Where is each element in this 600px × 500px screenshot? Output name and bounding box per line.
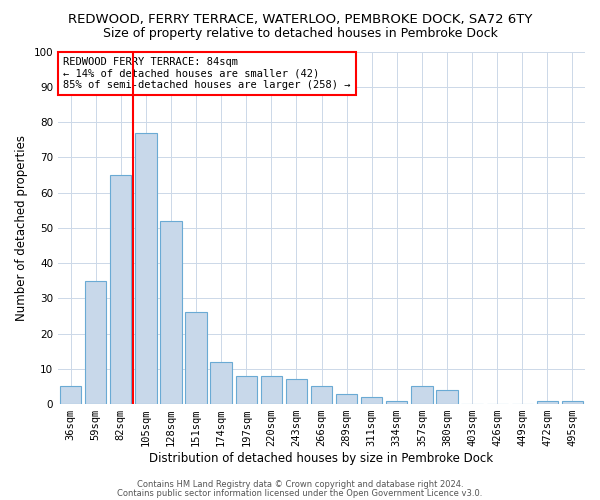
Bar [160, 220, 182, 404]
Bar [436, 390, 458, 404]
Text: Contains public sector information licensed under the Open Government Licence v3: Contains public sector information licen… [118, 488, 482, 498]
Text: REDWOOD, FERRY TERRACE, WATERLOO, PEMBROKE DOCK, SA72 6TY: REDWOOD, FERRY TERRACE, WATERLOO, PEMBRO… [68, 12, 532, 26]
Bar [260, 376, 282, 404]
Bar [311, 386, 332, 404]
Bar [411, 386, 433, 404]
Bar [85, 280, 106, 404]
Bar [185, 312, 207, 404]
Bar [211, 362, 232, 404]
Bar [60, 386, 81, 404]
Bar [386, 400, 407, 404]
Bar [361, 397, 382, 404]
Bar [135, 132, 157, 404]
Text: Size of property relative to detached houses in Pembroke Dock: Size of property relative to detached ho… [103, 28, 497, 40]
Y-axis label: Number of detached properties: Number of detached properties [15, 135, 28, 321]
Bar [336, 394, 357, 404]
Bar [236, 376, 257, 404]
Bar [110, 175, 131, 404]
Bar [286, 380, 307, 404]
Bar [562, 400, 583, 404]
Text: Contains HM Land Registry data © Crown copyright and database right 2024.: Contains HM Land Registry data © Crown c… [137, 480, 463, 489]
X-axis label: Distribution of detached houses by size in Pembroke Dock: Distribution of detached houses by size … [149, 452, 494, 465]
Text: REDWOOD FERRY TERRACE: 84sqm
← 14% of detached houses are smaller (42)
85% of se: REDWOOD FERRY TERRACE: 84sqm ← 14% of de… [64, 57, 351, 90]
Bar [536, 400, 558, 404]
